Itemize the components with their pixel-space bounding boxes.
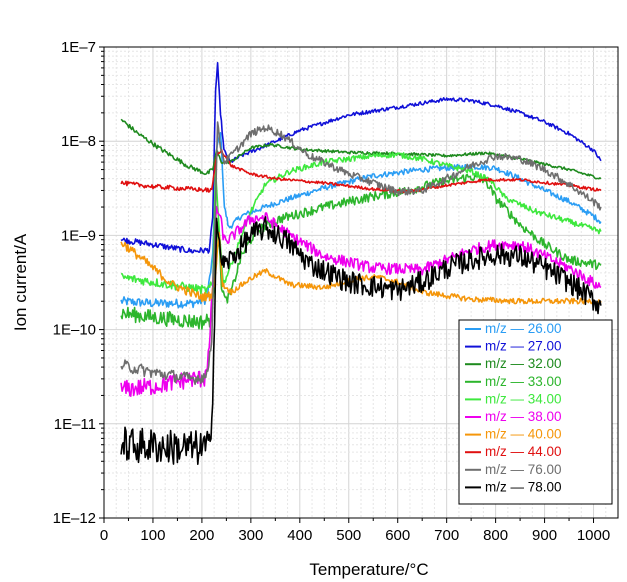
y-tick-label: 1E–10 — [53, 322, 96, 339]
x-tick-label: 1000 — [577, 527, 610, 544]
legend-entry-44-00: m/z — 44.00 — [485, 444, 562, 459]
legend-entry-76-00: m/z — 76.00 — [485, 462, 562, 477]
x-axis-title: Temperature/°C — [309, 560, 428, 579]
y-tick-label: 1E–9 — [61, 227, 96, 244]
x-tick-label: 200 — [189, 527, 214, 544]
x-tick-label: 0 — [100, 527, 108, 544]
x-tick-label: 700 — [434, 527, 459, 544]
x-tick-label: 600 — [385, 527, 410, 544]
x-tick-label: 300 — [238, 527, 263, 544]
series-line-33-00 — [120, 173, 602, 330]
y-tick-label: 1E–8 — [61, 133, 96, 150]
legend-entry-40-00: m/z — 40.00 — [485, 427, 562, 442]
x-tick-label: 100 — [140, 527, 165, 544]
legend-entry-32-00: m/z — 32.00 — [485, 356, 562, 371]
series-line-38-00 — [120, 205, 602, 397]
series-group — [120, 62, 602, 465]
legend-entry-27-00: m/z — 27.00 — [485, 339, 562, 354]
legend-entry-38-00: m/z — 38.00 — [485, 409, 562, 424]
series-line-34-00 — [121, 152, 602, 295]
series-line-76-00 — [120, 121, 602, 386]
series-line-40-00 — [120, 231, 602, 305]
y-tick-label: 1E–12 — [53, 510, 96, 527]
legend-entry-78-00: m/z — 78.00 — [485, 479, 562, 494]
series-line-27-00 — [120, 62, 602, 254]
legend-entry-34-00: m/z — 34.00 — [485, 391, 562, 406]
y-axis-title: Ion current/A — [11, 233, 30, 331]
x-tick-label: 400 — [287, 527, 312, 544]
legend-entry-33-00: m/z — 33.00 — [485, 374, 562, 389]
series-line-78-00 — [120, 216, 602, 465]
series-line-44-00 — [120, 149, 602, 194]
y-tick-label: 1E–7 — [61, 39, 96, 56]
x-tick-label: 500 — [336, 527, 361, 544]
axes: 0 100 200 300 400 500 600 700 800 900 1000 1E–12 1E–… — [53, 39, 611, 544]
legend-box — [458, 319, 613, 505]
plot-frame — [103, 46, 619, 519]
legend-entry-26-00: m/z — 26.00 — [485, 321, 562, 336]
x-tick-label: 800 — [483, 527, 508, 544]
legend: m/z — 26.00 m/z — 27.00 m/z — 32.00 m/z — 3… — [458, 319, 613, 505]
x-tick-label: 900 — [532, 527, 557, 544]
y-tick-label: 1E–11 — [54, 416, 96, 433]
